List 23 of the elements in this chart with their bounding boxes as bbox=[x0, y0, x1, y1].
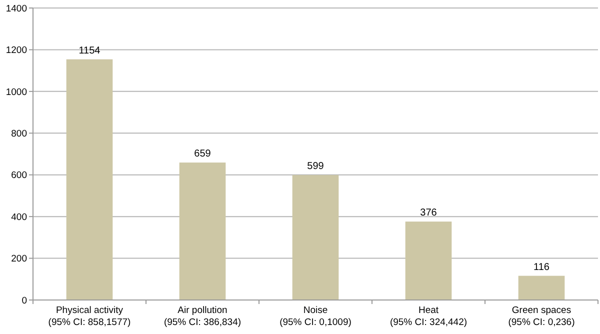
data-label: 376 bbox=[420, 208, 438, 219]
data-label: 599 bbox=[307, 161, 324, 172]
bar bbox=[179, 162, 226, 300]
x-tick-label: Physical activity (95% CI: 858,1577) bbox=[48, 305, 131, 328]
data-label: 659 bbox=[194, 148, 212, 160]
y-tick-label: 600 bbox=[11, 170, 27, 182]
x-tick-label: Noise (95% CI: 0,1009) bbox=[280, 305, 352, 328]
data-label: 116 bbox=[534, 262, 550, 273]
data-label: 1154 bbox=[78, 45, 101, 56]
y-tick-label: 1200 bbox=[6, 45, 27, 56]
bar bbox=[405, 222, 452, 300]
y-tick-label: 0 bbox=[22, 295, 27, 306]
x-tick-label: Green spaces (95% CI: 0,236) bbox=[508, 305, 575, 328]
y-tick-label: 200 bbox=[11, 254, 27, 265]
bar bbox=[292, 175, 339, 300]
y-tick-label: 400 bbox=[11, 212, 27, 223]
y-tick-label: 800 bbox=[11, 128, 27, 140]
x-tick-label: Air pollution (95% CI: 386,834) bbox=[164, 305, 242, 328]
bar bbox=[518, 276, 565, 300]
y-tick-label: 1000 bbox=[6, 86, 27, 98]
bar bbox=[66, 59, 113, 300]
y-tick-label: 1400 bbox=[6, 3, 27, 14]
x-tick-label: Heat (95% CI: 324,442) bbox=[390, 305, 468, 328]
